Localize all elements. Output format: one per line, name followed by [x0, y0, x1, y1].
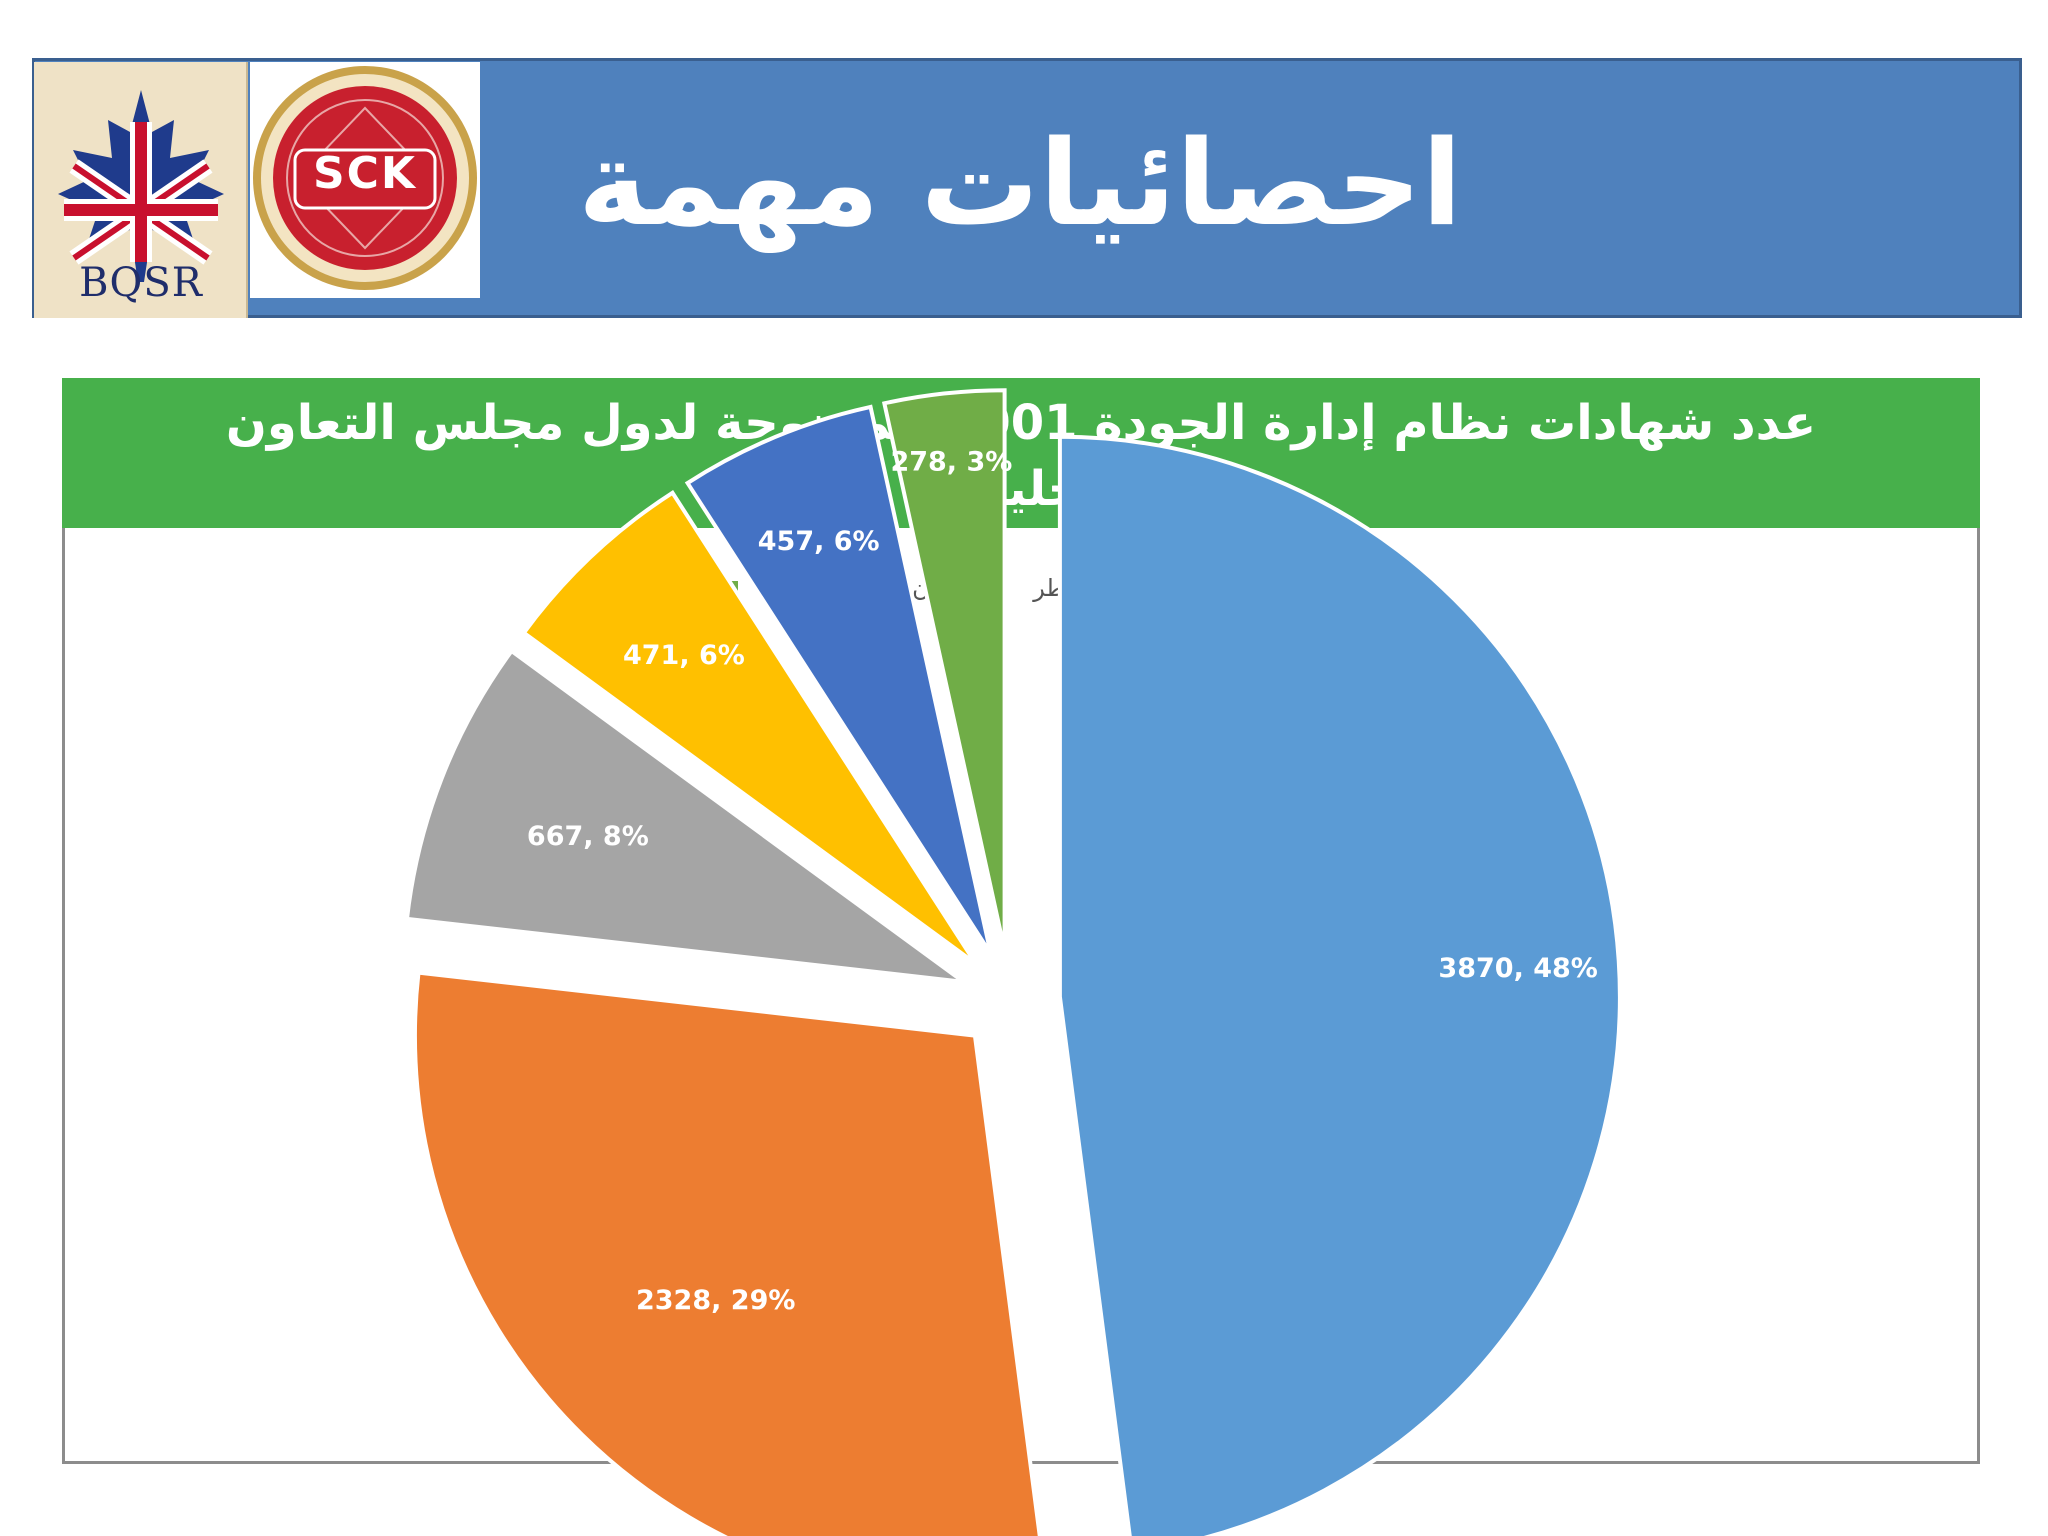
pie-data-label: 2328, 29% — [636, 1285, 795, 1316]
sck-logo-text: SCK — [312, 148, 418, 199]
bqsr-logo: BQSR — [34, 62, 248, 318]
pie-slice — [1057, 434, 1622, 1536]
pie-data-label: 667, 8% — [527, 821, 649, 852]
pie-slice — [684, 404, 993, 955]
pie-slice — [412, 970, 1042, 1536]
pie-data-label: 471, 6% — [623, 640, 745, 671]
pie-slice — [881, 388, 1007, 951]
pie-data-label: 457, 6% — [758, 526, 880, 557]
sck-logo: SCK — [250, 62, 480, 298]
pie-slice — [521, 490, 978, 966]
bqsr-logo-text: BQSR — [79, 260, 203, 306]
red-round-seal-icon — [253, 66, 477, 290]
maple-leaf-union-flag-icon — [58, 90, 224, 282]
page-title: احصائيات مهمة — [577, 114, 1463, 252]
pie-data-label: 3870, 48% — [1438, 953, 1597, 984]
pie-data-label: 278, 3% — [890, 446, 1012, 477]
pie-slice — [404, 648, 971, 985]
